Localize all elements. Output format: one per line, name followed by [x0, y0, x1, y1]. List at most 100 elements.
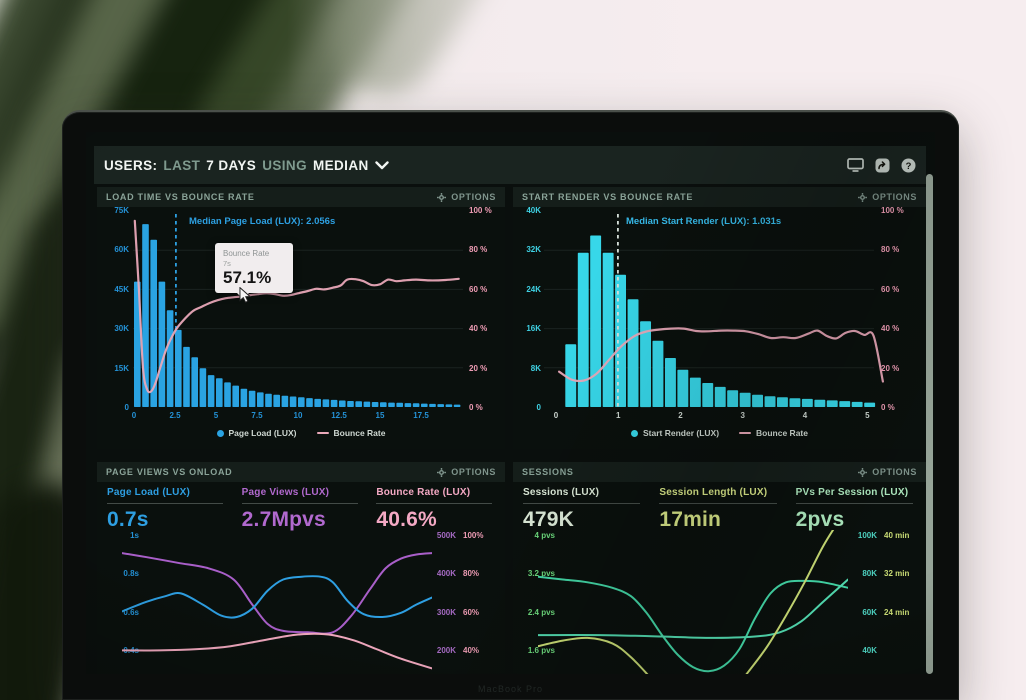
axis-tick-label: 1s	[130, 531, 139, 540]
legend-item[interactable]: Start Render (LUX)	[630, 428, 719, 438]
axis-tick-label: 40 %	[469, 324, 488, 334]
options-button[interactable]: OPTIONS	[437, 192, 496, 202]
start-render-chart-plot[interactable]	[544, 211, 884, 408]
axis-tick-label: 40K	[862, 645, 877, 655]
axis-tick-label	[884, 646, 920, 655]
histogram-bar	[298, 397, 305, 407]
legend-item[interactable]: Page Load (LUX)	[216, 428, 297, 438]
x-axis-tick-label: 10	[293, 411, 303, 420]
axis-tick-label: 500K	[436, 531, 456, 540]
legend-item[interactable]: Bounce Rate	[739, 428, 808, 438]
axis-tick-label: 80K 32 min	[849, 569, 920, 578]
sessions-chart-plot[interactable]	[538, 530, 848, 674]
options-label: OPTIONS	[451, 192, 496, 202]
metric-divider	[107, 503, 223, 504]
metrics-row: Sessions (LUX) 479K Session Length (LUX)…	[523, 487, 918, 532]
histogram-bar	[445, 404, 453, 407]
histogram-bar	[702, 383, 714, 407]
axis-tick-label: 45K	[114, 284, 129, 294]
options-button[interactable]: OPTIONS	[858, 192, 917, 202]
histogram-bar	[207, 375, 215, 407]
histogram-bar	[652, 340, 664, 407]
histogram-bar	[801, 398, 813, 407]
page-views-chart-plot[interactable]	[122, 530, 432, 674]
metric-value: 17min	[659, 508, 722, 531]
share-icon[interactable]	[875, 158, 890, 173]
help-icon[interactable]: ?	[901, 158, 916, 173]
legend-line-swatch	[739, 431, 752, 435]
series-line-page-load-lux-	[122, 575, 432, 619]
laptop: USERS: LAST 7 DAYS USING MEDIAN	[62, 110, 959, 700]
panel-start-render-vs-bounce-rate: START RENDER VS BOUNCE RATE OPTIONS 40K 3…	[513, 187, 926, 449]
histogram-bar	[437, 404, 444, 407]
axis-tick-label: 60 %	[469, 284, 488, 294]
axis-tick-label: 80%	[463, 569, 480, 579]
users-period-dropdown[interactable]: USERS: LAST 7 DAYS USING MEDIAN	[104, 158, 389, 173]
histogram-bar	[199, 368, 207, 407]
metric-value: 479K	[523, 508, 575, 531]
display-icon[interactable]	[847, 158, 864, 172]
axis-tick-label: 0	[536, 402, 541, 412]
metric-divider	[376, 503, 493, 504]
series-line-session-length-lux-	[538, 530, 835, 674]
histogram-bar	[814, 399, 826, 407]
axis-tick-label: 60K 24 min	[849, 608, 920, 617]
axis-tick-label: 60 %	[881, 284, 900, 294]
load-time-chart-plot[interactable]	[133, 211, 463, 407]
histogram-bar	[851, 401, 863, 407]
metric-bounce-rate: Bounce Rate (LUX) 40.6%	[376, 487, 497, 532]
histogram-bar	[764, 396, 776, 407]
axis-tick-label: 40 min	[884, 531, 910, 540]
axis-tick-label: 0	[124, 402, 129, 412]
panel-sessions: SESSIONS OPTIONS Sessions (LUX) 479K Ses…	[513, 462, 926, 674]
histogram-bar	[839, 401, 851, 407]
metric-sessions: Sessions (LUX) 479K	[523, 487, 645, 532]
histogram-bar	[396, 402, 403, 407]
axis-tick-label: 15K	[114, 363, 129, 373]
x-axis-tick-label: 12.5	[331, 411, 347, 420]
y-axis-right: 100 % 80 % 60 % 40 % 20 % 0 %	[881, 206, 921, 412]
histogram-bar	[314, 398, 321, 407]
histogram-bar	[421, 403, 428, 407]
options-button[interactable]: OPTIONS	[437, 467, 496, 477]
axis-tick-label: 24 min	[884, 607, 910, 617]
metric-session-length: Session Length (LUX) 17min	[659, 487, 781, 532]
scrollbar[interactable]	[926, 174, 933, 674]
panel-title: START RENDER VS BOUNCE RATE	[522, 192, 694, 202]
axis-tick-label: 60K	[862, 607, 877, 617]
histogram-bar	[677, 369, 689, 407]
options-button[interactable]: OPTIONS	[858, 467, 917, 477]
metric-page-views: Page Views (LUX) 2.7Mpvs	[241, 487, 363, 532]
app-header-bar: USERS: LAST 7 DAYS USING MEDIAN	[94, 146, 926, 184]
axis-tick-label: 100 %	[469, 206, 492, 215]
options-label: OPTIONS	[451, 467, 496, 477]
median-annotation: Median Page Load (LUX): 2.056s	[189, 216, 336, 227]
axis-tick-label: 60K	[114, 245, 129, 255]
legend-item[interactable]: Bounce Rate	[316, 428, 385, 438]
title-last: LAST	[163, 157, 201, 173]
histogram-bar	[590, 235, 602, 407]
panel-title: PAGE VIEWS VS ONLOAD	[106, 467, 233, 477]
tooltip-x-value: 7s	[223, 259, 231, 268]
chart-tooltip: Bounce Rate 7s 57.1%	[215, 243, 293, 299]
panel-header: LOAD TIME VS BOUNCE RATE OPTIONS	[97, 187, 505, 207]
histogram-bar	[826, 400, 838, 407]
axis-tick-label: 400K 80%	[428, 569, 499, 578]
axis-tick-label: 400K	[436, 569, 456, 579]
histogram-bar	[727, 390, 739, 407]
y-axis-left: 40K 32K 24K 16K 8K 0	[515, 206, 541, 412]
histogram-bar	[615, 274, 626, 407]
axis-tick-label: 40K	[849, 646, 920, 655]
x-axis-tick-label: 0	[553, 411, 559, 420]
bounce-rate-line	[133, 219, 460, 394]
axis-tick-label: 40 %	[881, 324, 900, 334]
axis-tick-label: 0.6s	[123, 607, 139, 617]
axis-tick-label: 60%	[463, 607, 480, 617]
axis-tick-label: 3.2 pvs	[527, 569, 555, 579]
histogram-bar	[248, 390, 256, 407]
histogram-bar	[232, 385, 239, 407]
y-axis-right: 100 % 80 % 60 % 40 % 20 % 0 %	[469, 206, 503, 412]
histogram-bar	[602, 252, 614, 407]
histogram-bar	[665, 358, 676, 407]
